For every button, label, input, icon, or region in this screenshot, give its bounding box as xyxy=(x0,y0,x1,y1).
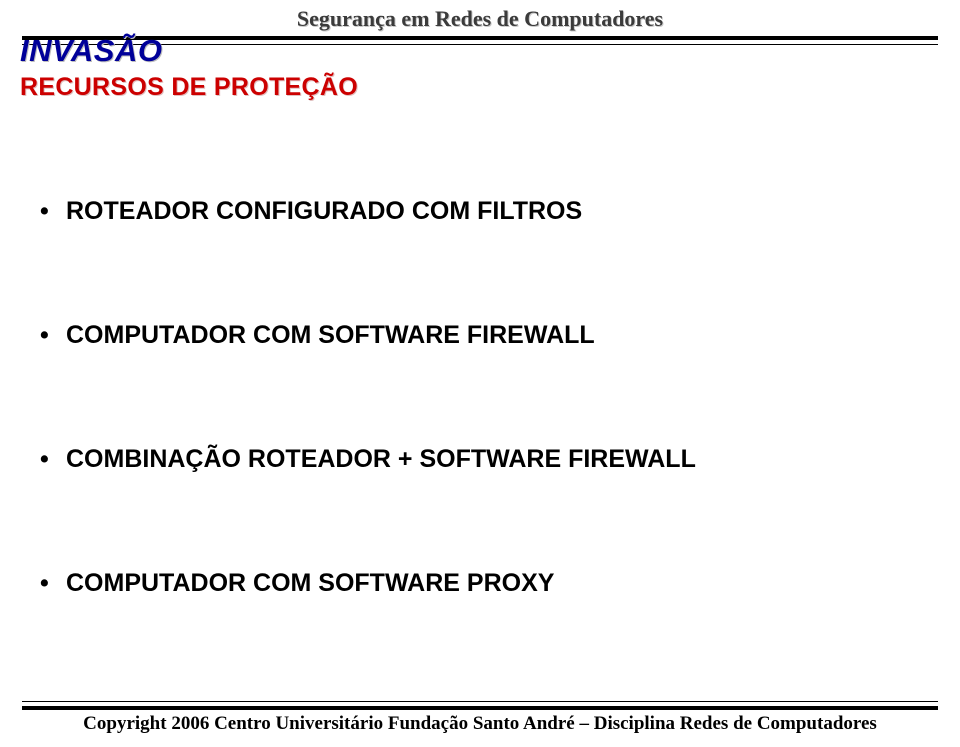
list-item: • ROTEADOR CONFIGURADO COM FILTROS xyxy=(40,197,920,226)
bullet-text: COMPUTADOR COM SOFTWARE PROXY xyxy=(66,569,554,598)
footer-rule-thick xyxy=(22,706,938,710)
bullet-list: • ROTEADOR CONFIGURADO COM FILTROS • COM… xyxy=(40,197,920,598)
list-item: • COMBINAÇÃO ROTEADOR + SOFTWARE FIREWAL… xyxy=(40,445,920,474)
page-header-title: Segurança em Redes de Computadores xyxy=(0,6,960,32)
footer-text: Copyright 2006 Centro Universitário Fund… xyxy=(0,713,960,735)
bullet-text: COMPUTADOR COM SOFTWARE FIREWALL xyxy=(66,321,595,350)
bullet-icon: • xyxy=(40,569,66,598)
section-subtitle: RECURSOS DE PROTEÇÃO xyxy=(20,73,358,102)
bullet-icon: • xyxy=(40,321,66,350)
footer-rule-thin xyxy=(22,701,938,702)
bullet-text: COMBINAÇÃO ROTEADOR + SOFTWARE FIREWALL xyxy=(66,445,696,474)
list-item: • COMPUTADOR COM SOFTWARE PROXY xyxy=(40,569,920,598)
slide-page: Segurança em Redes de Computadores INVAS… xyxy=(0,0,960,747)
list-item: • COMPUTADOR COM SOFTWARE FIREWALL xyxy=(40,321,920,350)
bullet-icon: • xyxy=(40,445,66,474)
bullet-text: ROTEADOR CONFIGURADO COM FILTROS xyxy=(66,197,582,226)
bullet-icon: • xyxy=(40,197,66,226)
section-title: INVASÃO xyxy=(20,33,162,69)
